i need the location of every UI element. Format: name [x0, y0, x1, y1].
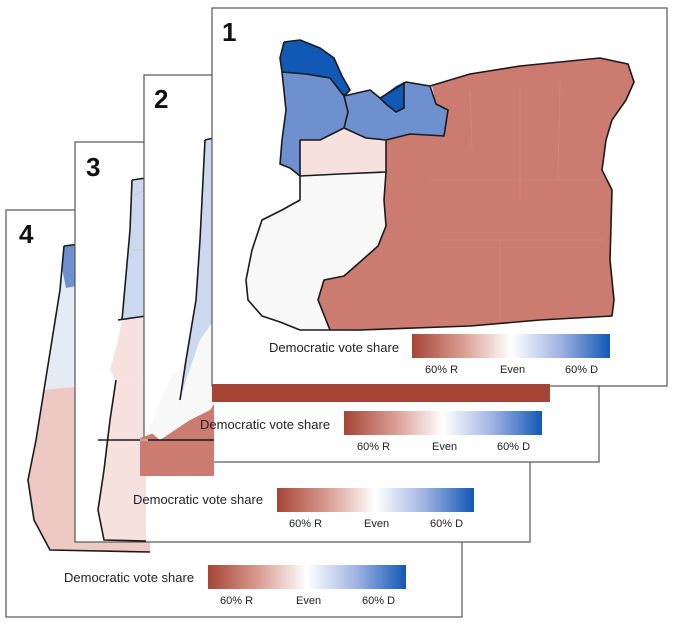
panel-1-state-outline [245, 41, 635, 331]
panel-3-legend: Democratic vote share 60% R Even 60% D [133, 488, 474, 530]
legend-label-dem: 60% D [362, 595, 395, 607]
color-ramp [412, 334, 610, 358]
panel-1-district-willamette [280, 72, 348, 176]
panel-1-district-borders [281, 39, 449, 331]
panel-2-district-valley [148, 120, 214, 440]
legend-title: Democratic vote share [64, 570, 194, 585]
panel-1-district-columbia-strip [380, 82, 404, 112]
panel-3-district-south [98, 378, 146, 541]
legend-title: Democratic vote share [200, 417, 330, 432]
panel-3-district-valley [110, 316, 146, 380]
legend-label-rep: 60% R [357, 441, 390, 453]
panel-4-district-north-coast [62, 244, 78, 288]
panel-1-district-east [318, 58, 634, 330]
legend-label-rep: 60% R [220, 595, 253, 607]
panel-1: 1 Democratic vote share 60% R Even 60% D [211, 7, 668, 402]
panel-3-number: 3 [86, 152, 100, 182]
legend-title: Democratic vote share [133, 492, 263, 507]
panel-2-number: 2 [154, 84, 168, 114]
legend-label-rep: 60% R [289, 518, 322, 530]
legend-label-dem: 60% D [430, 518, 463, 530]
legend-label-dem: 60% D [497, 441, 530, 453]
panel-2-district-coast [180, 138, 214, 400]
legend-label-even: Even [296, 595, 321, 607]
panel-1-number: 1 [222, 17, 236, 47]
panel-1-county-lines [430, 79, 604, 320]
panel-1-legend: Democratic vote share 60% R Even 60% D [269, 334, 610, 376]
legend-label-even: Even [500, 364, 525, 376]
legend-label-dem: 60% D [565, 364, 598, 376]
panel-3-outline [97, 177, 147, 542]
panel-2-legend: Democratic vote share 60% R Even 60% D [200, 411, 542, 453]
color-ramp [344, 411, 542, 435]
panel-4-legend: Democratic vote share 60% R Even 60% D [64, 565, 406, 607]
legend-label-even: Even [432, 441, 457, 453]
panel-3-district-coast [122, 178, 146, 320]
color-ramp [208, 565, 406, 589]
legend-label-even: Even [364, 518, 389, 530]
color-ramp [277, 488, 474, 512]
legend-label-rep: 60% R [425, 364, 458, 376]
panel-1-district-north-coast [280, 40, 350, 96]
legend-title: Democratic vote share [269, 340, 399, 355]
panel-4-number: 4 [19, 219, 34, 249]
panel-1-district-south [212, 384, 550, 402]
panel-1-district-central [246, 172, 386, 330]
